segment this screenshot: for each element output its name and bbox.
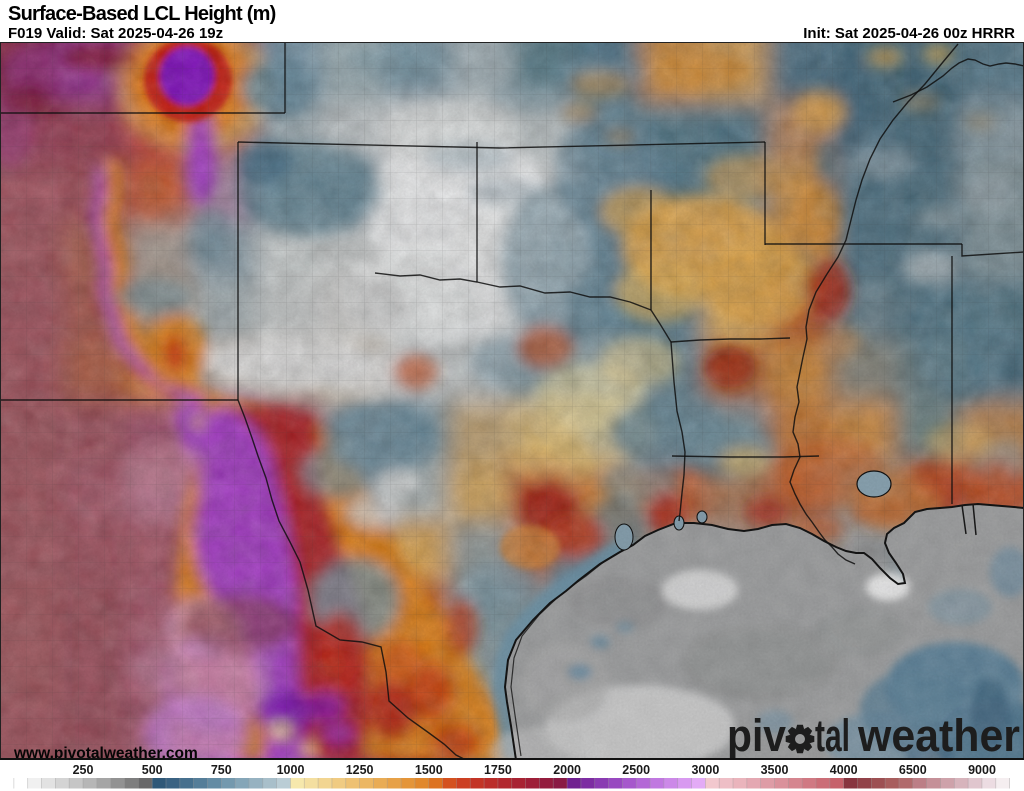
svg-text:1250: 1250 xyxy=(346,763,374,777)
svg-text:1500: 1500 xyxy=(415,763,443,777)
svg-text:2500: 2500 xyxy=(622,763,650,777)
svg-text:www.pivotalweather.com: www.pivotalweather.com xyxy=(13,745,198,760)
svg-text:500: 500 xyxy=(142,763,163,777)
svg-text:weather: weather xyxy=(857,710,1020,760)
svg-text:3500: 3500 xyxy=(761,763,789,777)
svg-text:1000: 1000 xyxy=(277,763,305,777)
svg-text:750: 750 xyxy=(211,763,232,777)
svg-text:2000: 2000 xyxy=(553,763,581,777)
svg-text:1750: 1750 xyxy=(484,763,512,777)
svg-text:250: 250 xyxy=(73,763,94,777)
svg-text:tal: tal xyxy=(815,710,850,760)
svg-text:9000: 9000 xyxy=(968,763,996,777)
svg-text:4000: 4000 xyxy=(830,763,858,777)
svg-text:3000: 3000 xyxy=(691,763,719,777)
svg-text:piv: piv xyxy=(727,710,786,760)
svg-text:6500: 6500 xyxy=(899,763,927,777)
